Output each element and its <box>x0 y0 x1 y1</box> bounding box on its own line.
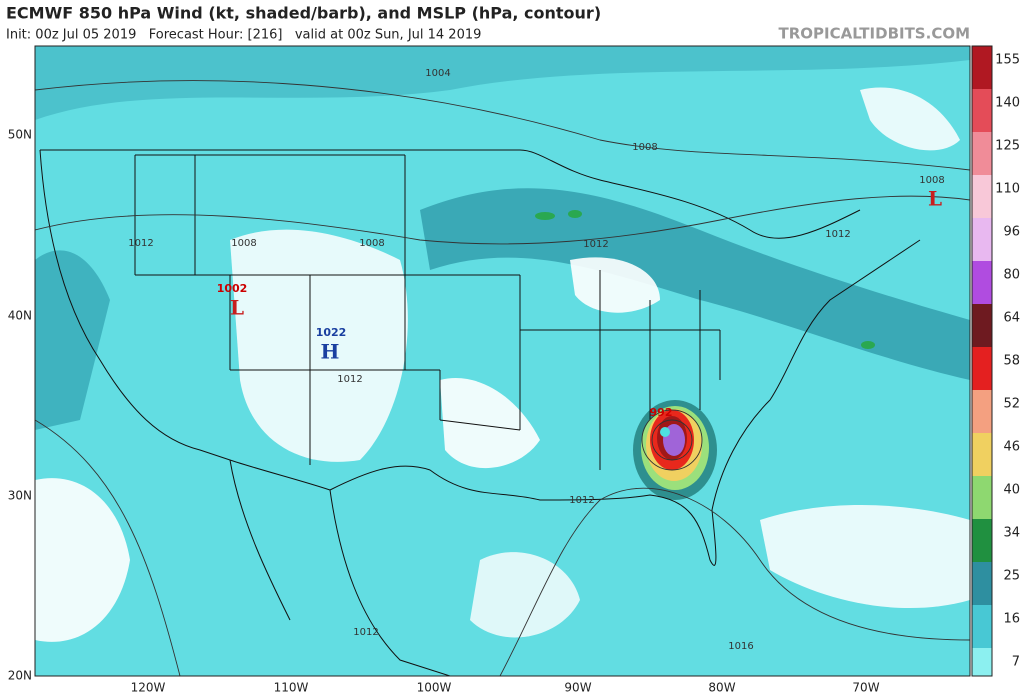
title: ECMWF 850 hPa Wind (kt, shaded/barb), an… <box>6 4 601 23</box>
shade <box>568 210 582 218</box>
colorbar-label: 110 <box>995 182 1020 197</box>
lat-label: 40N <box>8 309 32 323</box>
contour-label: 1012 <box>569 495 594 506</box>
lat-label: 50N <box>8 128 32 142</box>
contour-label: 1008 <box>632 142 657 153</box>
contour-label: 1008 <box>231 238 256 249</box>
lon-label: 120W <box>131 681 166 695</box>
contour-label: 1012 <box>583 239 608 250</box>
shade <box>861 341 875 349</box>
shade <box>35 250 110 430</box>
contour-label: 1008 <box>359 238 384 249</box>
lon-label: 100W <box>417 681 452 695</box>
colorbar-label: 34 <box>1003 526 1020 541</box>
isobars <box>35 80 970 676</box>
shade <box>420 188 970 380</box>
borders <box>39 149 921 676</box>
colorbar-label: 140 <box>995 96 1020 111</box>
watermark: TROPICALTIDBITS.COM <box>779 25 971 43</box>
calm-area <box>570 257 660 313</box>
colorbar-label: 16 <box>1003 612 1020 627</box>
pressure-center: L <box>928 187 942 211</box>
contour-label: 992 <box>650 406 673 419</box>
colorbar-label: 64 <box>1003 311 1020 326</box>
calm-area <box>35 478 130 642</box>
calm-area <box>470 552 580 638</box>
subtitle: Init: 00z Jul 05 2019 Forecast Hour: [21… <box>6 28 481 43</box>
colorbar-label: 80 <box>1003 268 1020 283</box>
calm-area <box>760 505 970 609</box>
colorbar <box>971 45 993 677</box>
map <box>35 46 970 676</box>
contour-label: 1004 <box>425 68 450 79</box>
lat-label: 30N <box>8 489 32 503</box>
colorbar-label: 25 <box>1003 569 1020 584</box>
shade <box>535 212 555 220</box>
contour-label: 1012 <box>337 374 362 385</box>
calm-area <box>230 229 408 462</box>
calm-area <box>440 378 540 469</box>
pressure-center: L <box>230 296 244 320</box>
colorbar-label: 58 <box>1003 354 1020 369</box>
shade <box>35 46 970 120</box>
colorbar-label: 52 <box>1003 397 1020 412</box>
contour-label: 1012 <box>353 627 378 638</box>
lon-label: 110W <box>274 681 309 695</box>
center-pressure: 1002 <box>217 282 248 295</box>
lon-label: 90W <box>564 681 591 695</box>
pressure-center: H <box>321 340 340 364</box>
colorbar-label: 96 <box>1003 225 1020 240</box>
colorbar-label: 7 <box>1012 655 1020 670</box>
hurricane <box>633 400 717 500</box>
map-frame <box>34 45 971 677</box>
lon-label: 80W <box>708 681 735 695</box>
lon-label: 70W <box>852 681 879 695</box>
contour-label: 1008 <box>919 175 944 186</box>
colorbar-label: 155 <box>995 53 1020 68</box>
colorbar-label: 40 <box>1003 483 1020 498</box>
colorbar-label: 46 <box>1003 440 1020 455</box>
contour-label: 1012 <box>825 229 850 240</box>
contour-label: 1012 <box>128 238 153 249</box>
calm-area <box>860 87 960 151</box>
contour-label: 1016 <box>728 641 753 652</box>
colorbar-label: 125 <box>995 139 1020 154</box>
center-pressure: 1022 <box>316 326 347 339</box>
lat-label: 20N <box>8 669 32 683</box>
